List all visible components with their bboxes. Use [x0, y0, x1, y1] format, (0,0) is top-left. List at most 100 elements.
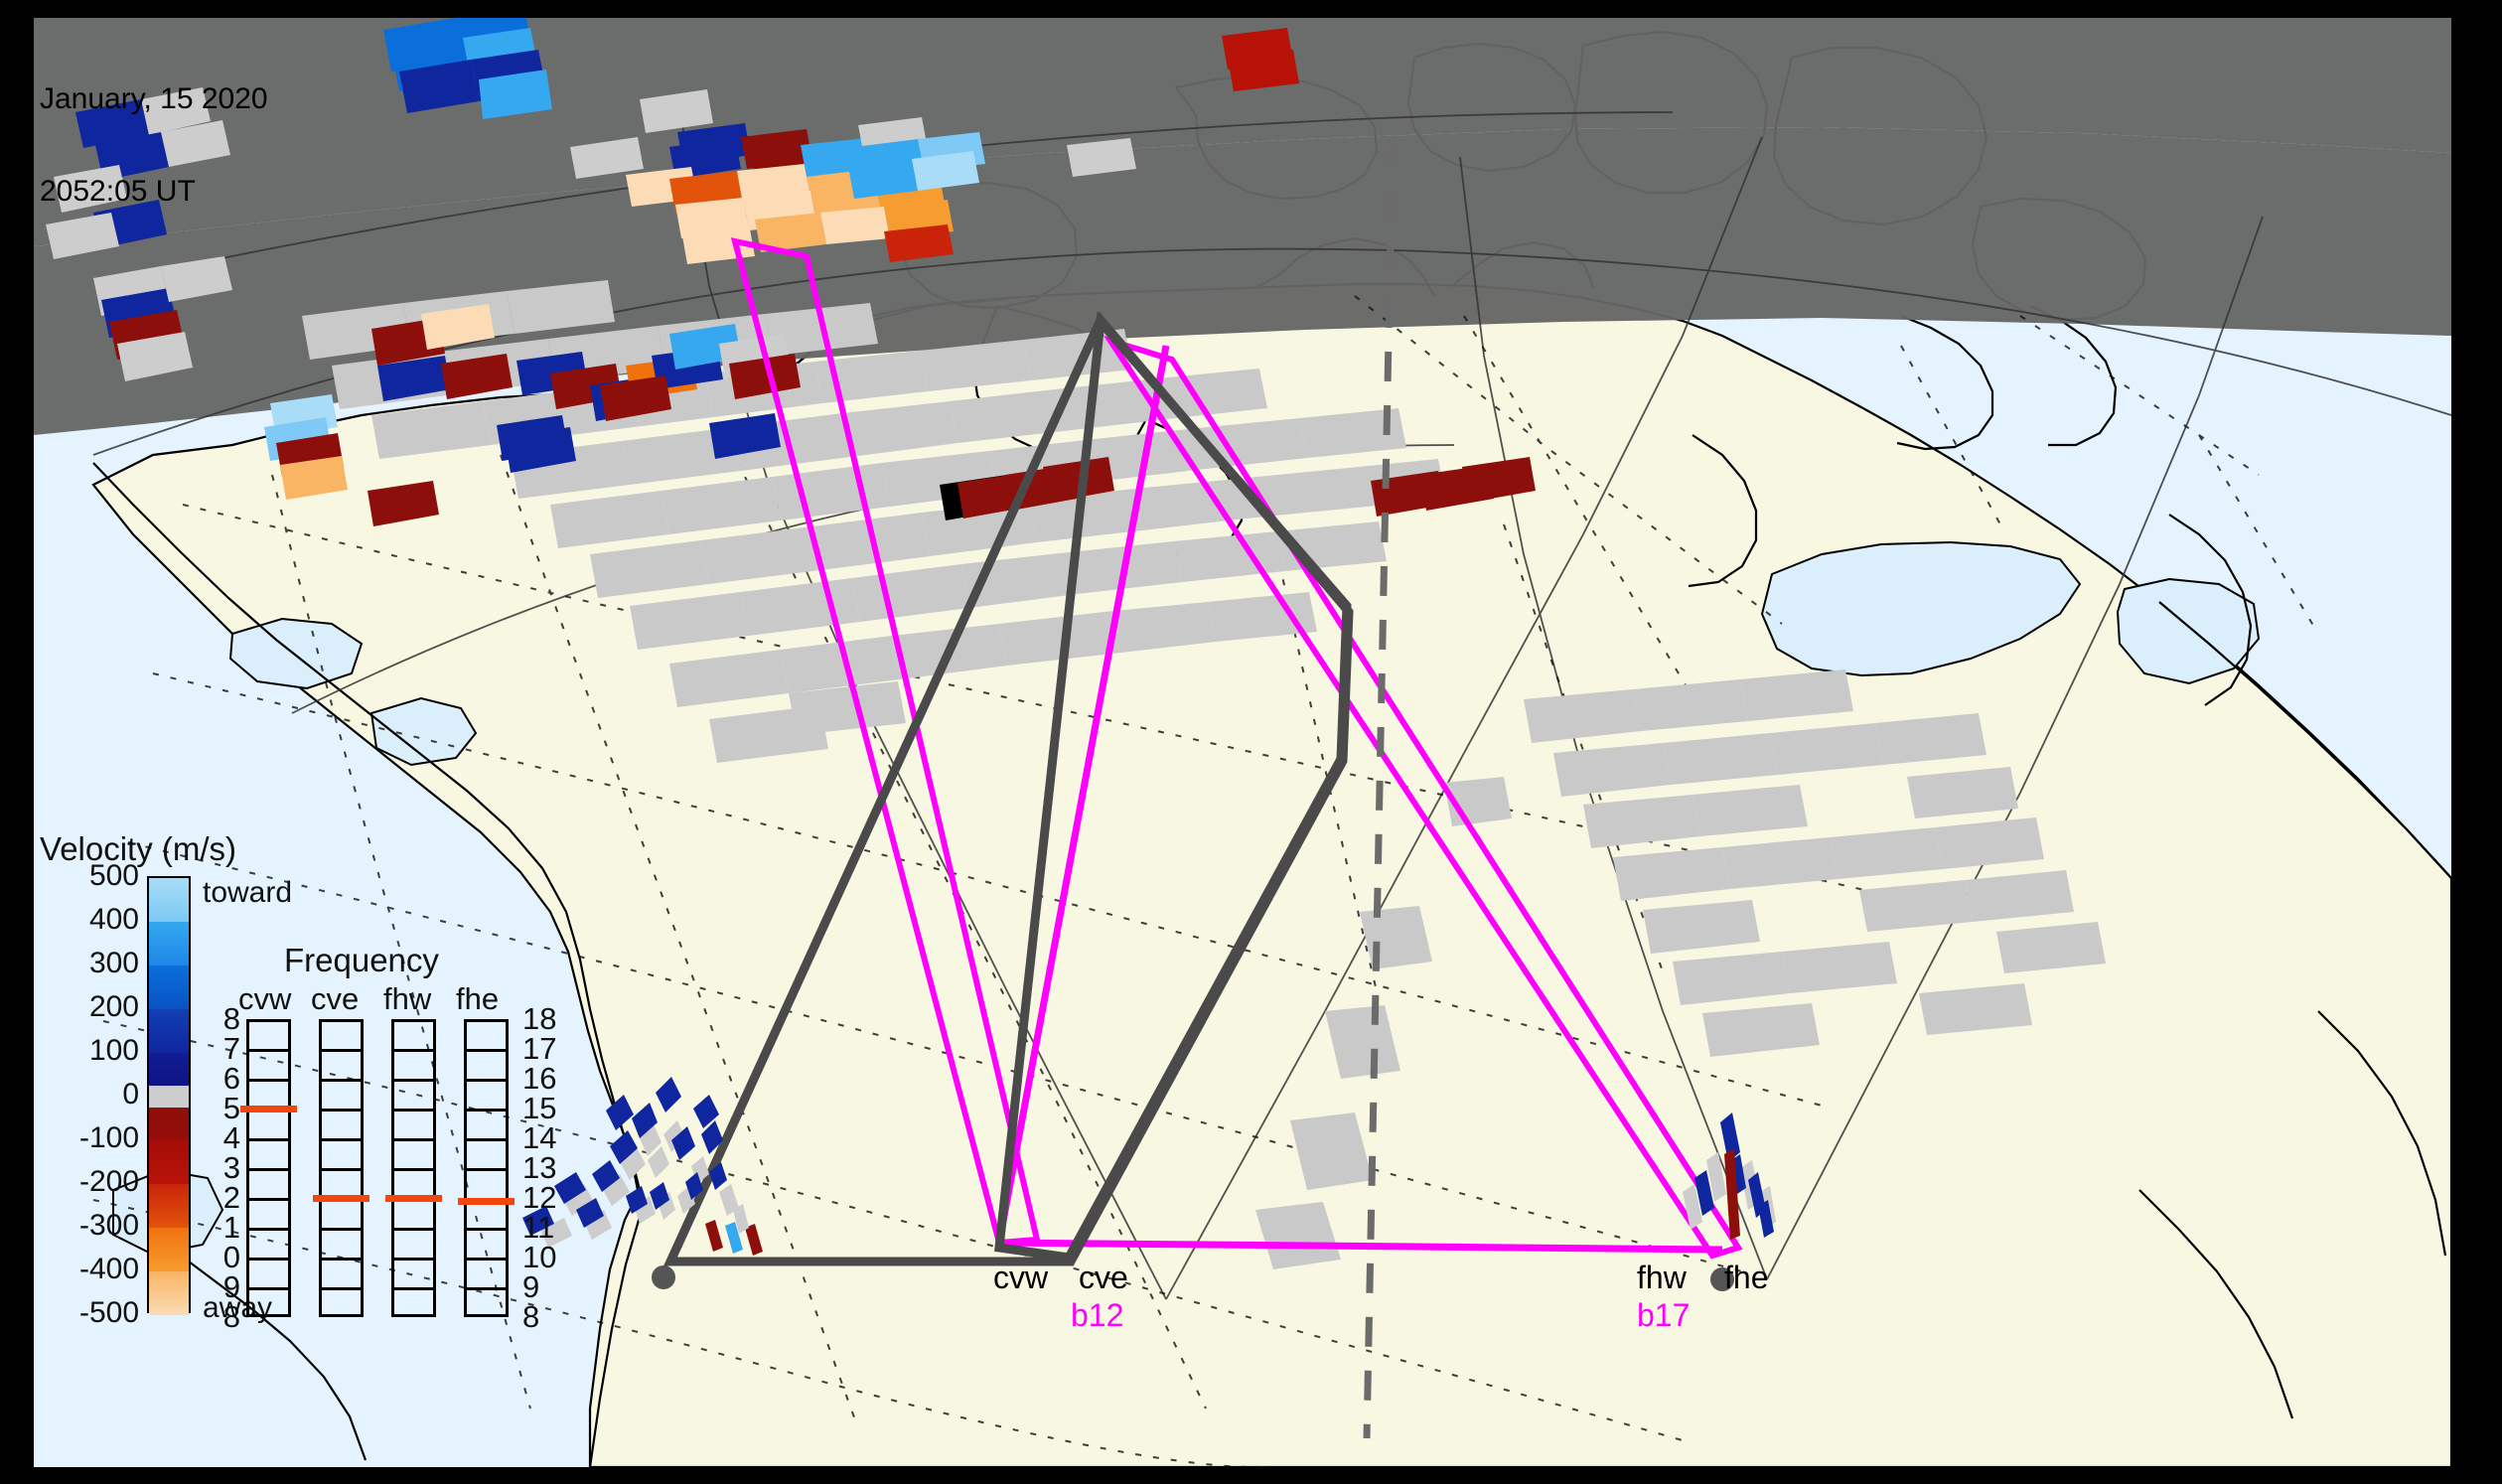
- velocity-toward-label: toward: [203, 876, 293, 909]
- velocity-colorbar-segment: [149, 1140, 189, 1186]
- frequency-cell: [322, 1082, 361, 1112]
- station-label-cvw: cvw: [993, 1260, 1049, 1295]
- arctic-inlet-a: [228, 617, 364, 690]
- velocity-tick-labels: 500 400 300 200 100 0 -100 -200 -300 -400 -500: [40, 859, 139, 1329]
- velocity-tick: -100: [78, 1121, 139, 1154]
- frequency-left-label: 8: [222, 1001, 240, 1036]
- velocity-scatter-cells: [46, 18, 1536, 526]
- frequency-column-header-cvw: cvw: [238, 981, 292, 1016]
- frequency-cell: [467, 1112, 506, 1141]
- frequency-cell: [249, 1112, 288, 1141]
- frequency-cell: [249, 1022, 288, 1052]
- frequency-cell: [394, 1052, 433, 1082]
- velocity-colorbar-segment: [149, 1086, 189, 1110]
- velocity-colorbar-segment: [149, 1108, 189, 1142]
- midnight-meridian-line: [1363, 136, 1397, 1439]
- frequency-cell: [467, 1290, 506, 1320]
- radar-fov-frames: [662, 311, 1354, 1266]
- frequency-cell: [249, 1201, 288, 1231]
- frequency-cell: [467, 1201, 506, 1231]
- velocity-colorbar-segment: [149, 1271, 189, 1315]
- velocity-tick: 400: [88, 903, 139, 936]
- radar-map[interactable]: [34, 18, 2451, 1467]
- frequency-right-label: 8: [522, 1299, 540, 1334]
- frequency-cell: [322, 1231, 361, 1261]
- station-dot-cvw-cve[interactable]: [652, 1265, 675, 1289]
- frequency-left-label: 6: [222, 1061, 240, 1096]
- frequency-right-label: 18: [522, 1001, 557, 1036]
- frequency-cell: [322, 1112, 361, 1141]
- frequency-column-cve[interactable]: [319, 1019, 364, 1317]
- frequency-right-label: 14: [522, 1120, 557, 1155]
- frequency-column-fhe[interactable]: [464, 1019, 509, 1317]
- frequency-left-label: 7: [222, 1031, 240, 1066]
- frequency-cell: [467, 1022, 506, 1052]
- velocity-colorbar: [147, 876, 191, 1315]
- velocity-away-label: away: [203, 1291, 273, 1324]
- hudson-bay: [1760, 540, 2082, 677]
- frequency-cell: [249, 1290, 288, 1320]
- frequency-right-label: 17: [522, 1031, 557, 1066]
- velocity-colorbar-segment: [149, 878, 189, 924]
- frequency-cell: [322, 1052, 361, 1082]
- frequency-cell: [467, 1052, 506, 1082]
- frequency-cell: [249, 1171, 288, 1201]
- velocity-tick: 300: [88, 947, 139, 979]
- velocity-tick: -500: [78, 1296, 139, 1329]
- frequency-left-label: 3: [222, 1150, 240, 1185]
- frequency-column-header-fhw: fhw: [383, 981, 432, 1016]
- frequency-marker-cve: [313, 1195, 369, 1202]
- frequency-left-label: 8: [222, 1299, 240, 1334]
- frequency-left-label: 5: [222, 1091, 240, 1125]
- map-canvas: [34, 18, 2451, 1467]
- station-label-cve: cve: [1079, 1260, 1128, 1295]
- frequency-left-label: 9: [222, 1269, 240, 1304]
- frequency-right-label: 12: [522, 1180, 557, 1215]
- velocity-colorbar-segment: [149, 1053, 189, 1088]
- magnetic-coordinate-grid: [92, 295, 2319, 1467]
- velocity-colorbar-segment: [149, 965, 189, 1011]
- frequency-marker-fhw: [385, 1195, 442, 1202]
- velocity-tick: 100: [88, 1034, 139, 1067]
- velocity-tick: -400: [78, 1253, 139, 1285]
- frequency-left-label: 0: [222, 1240, 240, 1274]
- frequency-panel-title: Frequency: [284, 942, 439, 978]
- fov-outline-right[interactable]: [662, 311, 1354, 1266]
- frequency-cell: [322, 1261, 361, 1290]
- arctic-inlet-b: [369, 696, 478, 767]
- station-dot-fhw-fhe[interactable]: [1710, 1267, 1734, 1291]
- velocity-tick: -200: [78, 1165, 139, 1198]
- beam-label-b12: b12: [1071, 1297, 1124, 1333]
- velocity-tick: -300: [78, 1209, 139, 1242]
- frequency-cell: [322, 1201, 361, 1231]
- velocity-legend: Velocity (m/s) 500 400 300 200 100 0 -100 -200 -…: [40, 830, 338, 1329]
- beam-b17-polygon[interactable]: [1103, 335, 1743, 1260]
- velocity-colorbar-segment: [149, 922, 189, 967]
- frequency-right-label: 11: [522, 1210, 555, 1245]
- timestamp-date: January, 15 2020: [40, 82, 268, 115]
- frequency-right-label: 15: [522, 1091, 557, 1125]
- frequency-left-label: 2: [222, 1180, 240, 1215]
- frequency-cell: [249, 1052, 288, 1082]
- frequency-right-label: 10: [522, 1240, 557, 1274]
- velocity-colorbar-segment: [149, 1228, 189, 1273]
- frequency-column-cvw[interactable]: [246, 1019, 291, 1317]
- frequency-cell: [467, 1082, 506, 1112]
- frequency-grid[interactable]: 8 7 6 5 4 3 2 1 0 9 8 18 17 16 15 14 13 12 11 10 9 8: [223, 1001, 557, 1334]
- frequency-right-label: 9: [522, 1269, 540, 1304]
- frequency-cell: [322, 1141, 361, 1171]
- frequency-cell: [394, 1201, 433, 1231]
- frequency-cell: [249, 1261, 288, 1290]
- beam-label-b17: b17: [1637, 1297, 1691, 1333]
- velocity-tick: 0: [122, 1078, 139, 1111]
- frequency-column-fhw[interactable]: [391, 1019, 436, 1317]
- frequency-cell: [322, 1022, 361, 1052]
- frequency-cell: [467, 1171, 506, 1201]
- frequency-cell: [394, 1231, 433, 1261]
- velocity-legend-title: Velocity (m/s): [40, 830, 237, 867]
- frequency-cell: [394, 1261, 433, 1290]
- frequency-cell: [394, 1290, 433, 1320]
- frequency-marker-fhe: [458, 1198, 515, 1205]
- frequency-right-label: 13: [522, 1150, 557, 1185]
